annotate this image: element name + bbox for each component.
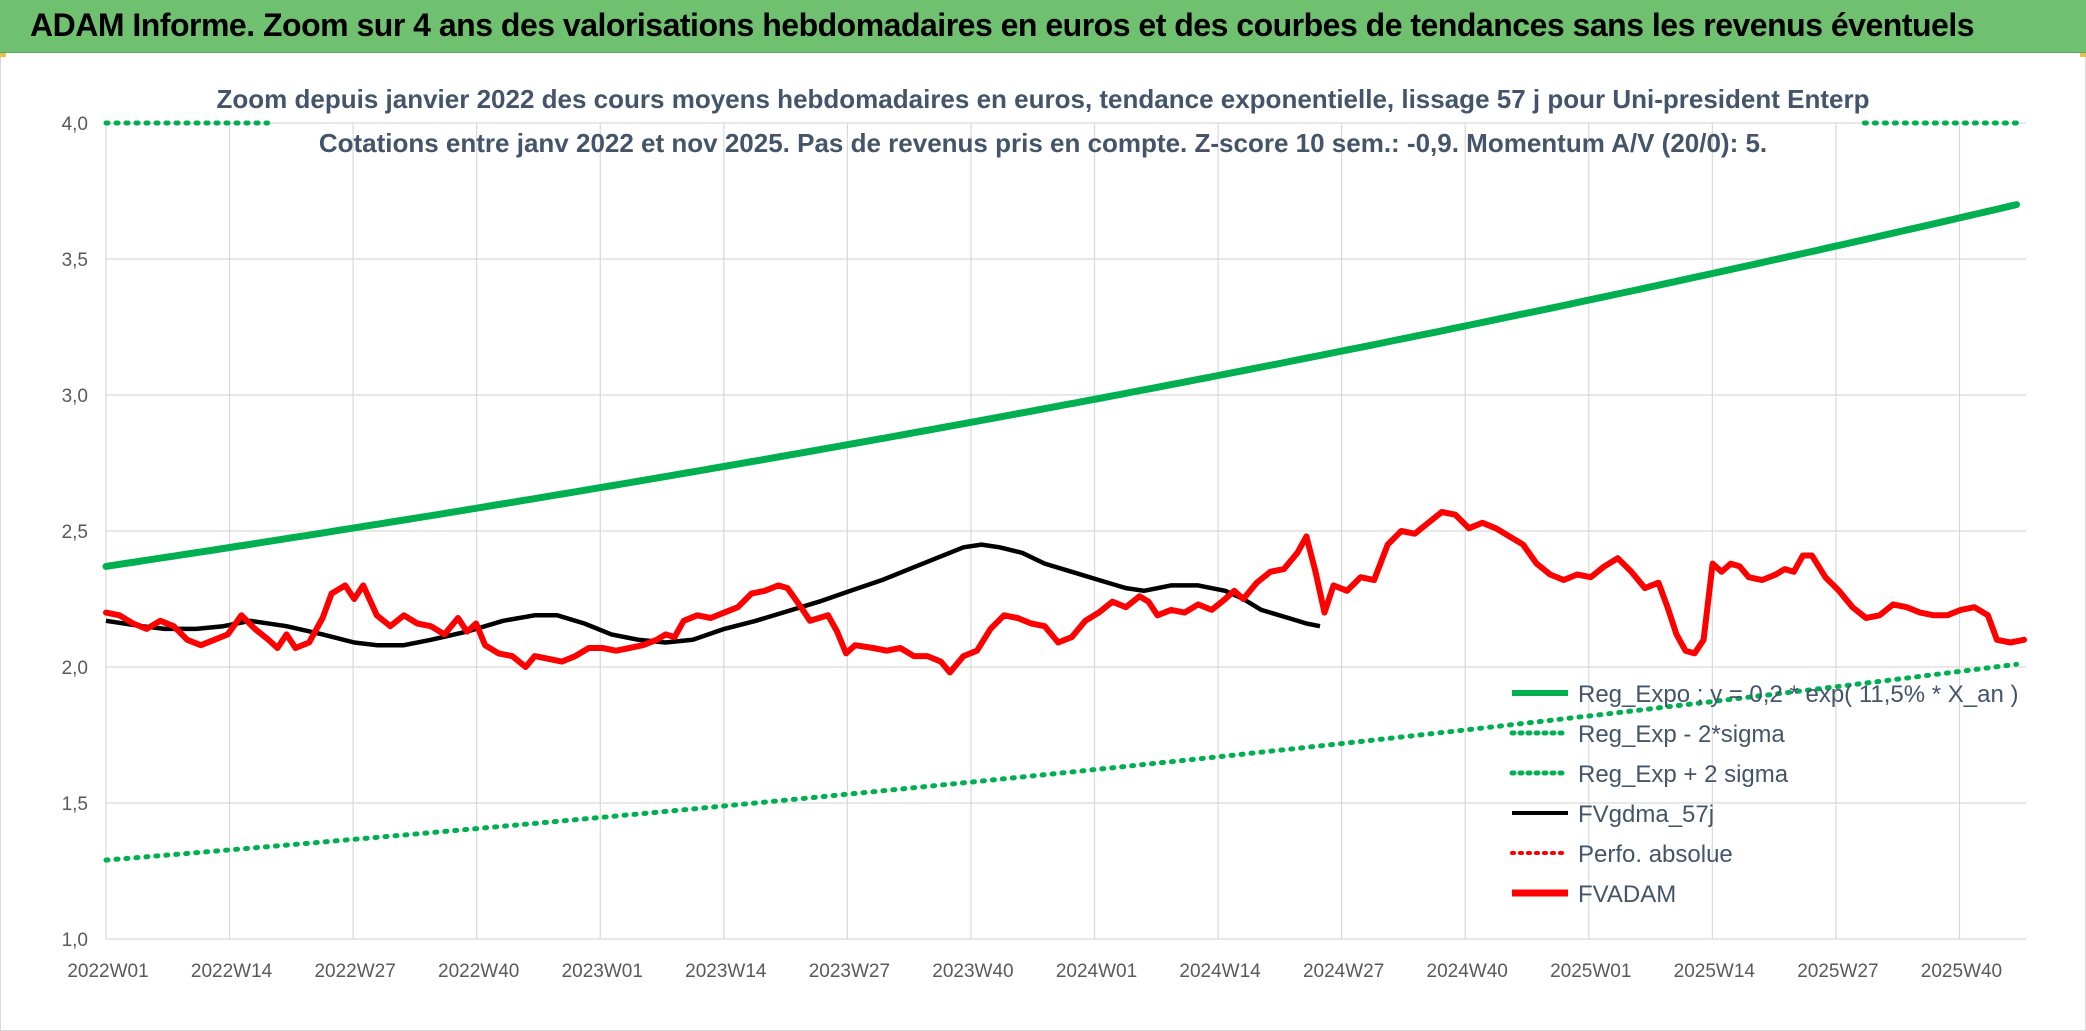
corner-accent-left <box>0 53 6 57</box>
legend: Reg_Expo ; y = 0,2 * exp( 11,5% * X_an )… <box>1509 681 2018 908</box>
y-tick-label: 4,0 <box>62 114 88 135</box>
x-tick-label: 2023W01 <box>562 961 643 982</box>
x-tick-label: 2022W40 <box>438 961 519 982</box>
x-tick-label: 2022W14 <box>191 961 273 982</box>
x-tick-label: 2024W14 <box>1179 961 1261 982</box>
y-tick-label: 1,5 <box>62 794 88 815</box>
series-reg-expo <box>102 201 2020 570</box>
series-fvgdma-57j <box>105 542 1321 648</box>
x-tick-label: 2023W40 <box>932 961 1013 982</box>
y-tick-label: 3,0 <box>62 386 88 407</box>
x-tick-label: 2025W27 <box>1797 961 1878 982</box>
banner-title: ADAM Informe. Zoom sur 4 ans des valoris… <box>30 7 1975 43</box>
series-reg-plus-2sigma <box>103 661 2019 863</box>
x-tick-label: 2025W40 <box>1921 961 2002 982</box>
corner-accent-right <box>2080 53 2086 57</box>
legend-label-fvgdma: FVgdma_57j <box>1578 801 1714 828</box>
y-tick-label: 1,0 <box>62 930 88 951</box>
gridlines <box>105 122 2026 940</box>
x-tick-label: 2024W40 <box>1427 961 1508 982</box>
report-banner: ADAM Informe. Zoom sur 4 ans des valoris… <box>0 0 2086 53</box>
legend-label-reg-expo: Reg_Expo ; y = 0,2 * exp( 11,5% * X_an ) <box>1578 681 2018 708</box>
x-tick-label: 2023W27 <box>809 961 890 982</box>
x-tick-label: 2023W14 <box>685 961 767 982</box>
x-tick-label: 2024W01 <box>1056 961 1137 982</box>
legend-label-reg-minus: Reg_Exp - 2*sigma <box>1578 721 1785 748</box>
series-fvadam <box>103 509 2027 676</box>
y-tick-label: 3,5 <box>62 250 88 271</box>
x-tick-label: 2022W27 <box>314 961 395 982</box>
legend-label-reg-plus: Reg_Exp + 2 sigma <box>1578 761 1789 788</box>
axis-labels: 1,0 1,5 2,0 2,5 3,0 3,5 4,0 2022W01 2022W14 2022W… <box>62 114 2003 982</box>
y-tick-label: 2,0 <box>62 658 88 679</box>
series-layer <box>102 120 2027 863</box>
x-tick-label: 2022W01 <box>67 961 148 982</box>
legend-label-perfo: Perfo. absolue <box>1578 841 1733 868</box>
chart-title-line2: Cotations entre janv 2022 et nov 2025. P… <box>319 128 1767 158</box>
legend-label-fvadam: FVADAM <box>1578 881 1676 908</box>
x-tick-label: 2024W27 <box>1303 961 1384 982</box>
x-tick-label: 2025W14 <box>1674 961 1756 982</box>
chart-title-line1: Zoom depuis janvier 2022 des cours moyen… <box>217 84 1870 114</box>
y-tick-label: 2,5 <box>62 522 88 543</box>
x-tick-label: 2025W01 <box>1550 961 1631 982</box>
